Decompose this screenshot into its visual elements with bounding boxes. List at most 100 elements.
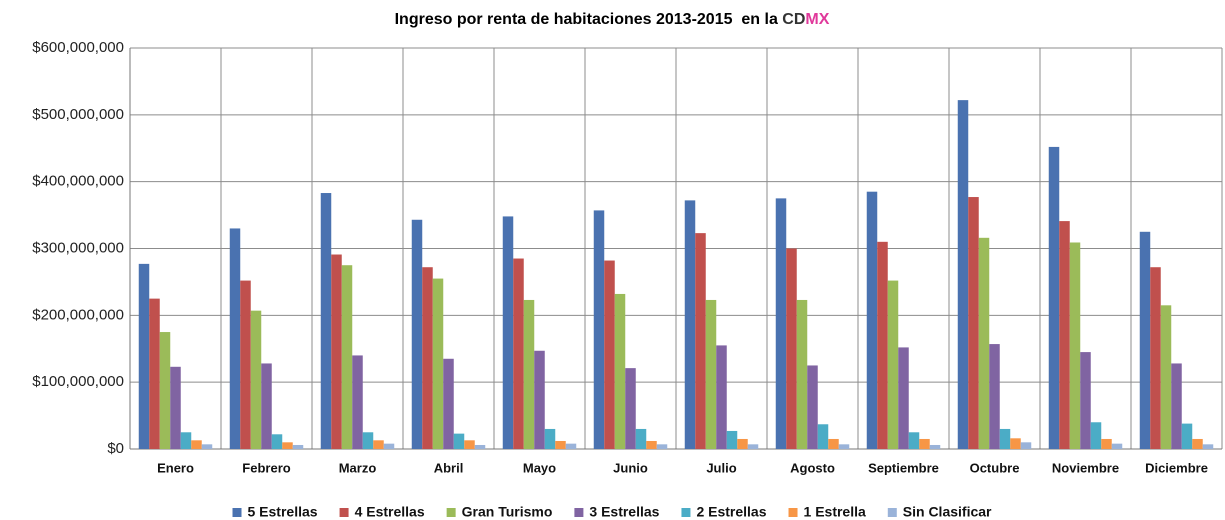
legend-swatch <box>232 508 242 517</box>
legend-swatch <box>339 508 349 517</box>
bar <box>502 216 514 449</box>
bar <box>1160 305 1172 449</box>
bar <box>887 280 899 449</box>
bar <box>999 428 1011 449</box>
chart-title: Ingreso por renta de habitaciones 2013-2… <box>395 11 830 28</box>
x-tick-label: Junio <box>613 460 648 475</box>
bar <box>513 258 524 449</box>
bar <box>646 440 657 449</box>
bar <box>614 293 626 449</box>
bar <box>866 191 878 450</box>
bar <box>555 440 566 449</box>
bar <box>534 350 545 449</box>
bar <box>828 438 839 449</box>
bar <box>817 424 829 449</box>
bar <box>1069 242 1081 449</box>
bar <box>989 344 1000 449</box>
bar <box>432 278 444 449</box>
bar <box>170 366 181 449</box>
bar <box>656 444 668 449</box>
bar <box>1192 438 1203 449</box>
bar <box>786 248 797 449</box>
bar <box>1048 146 1060 449</box>
bar <box>1181 423 1193 449</box>
title-part: MX <box>805 11 829 28</box>
bar <box>464 440 475 449</box>
bar <box>1020 442 1032 449</box>
x-tick-label: Agosto <box>790 460 835 475</box>
bar <box>1010 438 1021 449</box>
bar <box>523 299 535 449</box>
bar <box>1139 231 1151 449</box>
x-tick-label: Mayo <box>523 460 556 475</box>
bar <box>1150 267 1161 449</box>
bar <box>726 430 738 449</box>
bar <box>807 365 818 449</box>
bar <box>695 233 706 449</box>
bar <box>1111 443 1123 449</box>
bar <box>796 299 808 449</box>
bar <box>1202 444 1214 449</box>
bar <box>191 440 202 449</box>
x-tick-label: Enero <box>157 460 194 475</box>
bar <box>453 433 465 449</box>
bar <box>1059 221 1070 449</box>
bar <box>180 432 192 449</box>
bar <box>838 444 850 449</box>
legend-swatch <box>887 508 897 517</box>
bar <box>271 434 283 449</box>
bar <box>422 267 433 449</box>
y-tick-label: $600,000,000 <box>32 39 124 56</box>
bar <box>352 355 363 449</box>
bar <box>159 332 171 449</box>
legend-label: 5 Estrellas <box>248 504 318 520</box>
legend-swatch <box>446 508 456 517</box>
bar <box>474 444 486 449</box>
y-tick-label: $300,000,000 <box>32 239 124 256</box>
bar <box>320 193 332 449</box>
bar <box>240 280 251 449</box>
bar <box>908 432 920 449</box>
bar <box>978 237 990 449</box>
bar <box>411 219 423 449</box>
bar <box>898 347 909 449</box>
bar <box>138 263 150 449</box>
legend-swatch <box>574 508 584 517</box>
bar <box>229 228 241 449</box>
bar <box>877 241 888 449</box>
x-tick-label: Julio <box>706 460 736 475</box>
x-tick-label: Marzo <box>339 460 377 475</box>
bar <box>373 440 384 449</box>
x-tick-label: Febrero <box>242 460 290 475</box>
bar <box>684 200 696 449</box>
bar <box>1171 363 1182 449</box>
bar <box>282 442 293 449</box>
y-tick-label: $500,000,000 <box>32 106 124 123</box>
y-tick-label: $100,000,000 <box>32 373 124 390</box>
legend-label: 3 Estrellas <box>589 504 659 520</box>
legend-label: Gran Turismo <box>462 504 553 520</box>
bar <box>957 100 969 449</box>
bar <box>565 443 577 449</box>
bar <box>331 254 342 449</box>
x-tick-label: Noviembre <box>1052 460 1119 475</box>
bar <box>716 345 727 449</box>
bar <box>919 438 930 449</box>
y-tick-label: $400,000,000 <box>32 173 124 190</box>
bar <box>705 299 717 449</box>
bar <box>929 444 941 449</box>
legend-swatch <box>681 508 691 517</box>
bar <box>625 368 636 449</box>
bar <box>1080 352 1091 449</box>
legend-swatch <box>788 508 798 517</box>
bar <box>635 428 647 449</box>
y-tick-label: $0 <box>107 440 124 457</box>
bar <box>443 358 454 449</box>
x-tick-label: Abril <box>434 460 464 475</box>
bar <box>362 432 374 449</box>
title-part: Ingreso por renta de habitaciones 2013-2… <box>395 11 783 28</box>
x-tick-label: Octubre <box>970 460 1020 475</box>
bar <box>149 298 160 449</box>
bar <box>968 197 979 449</box>
